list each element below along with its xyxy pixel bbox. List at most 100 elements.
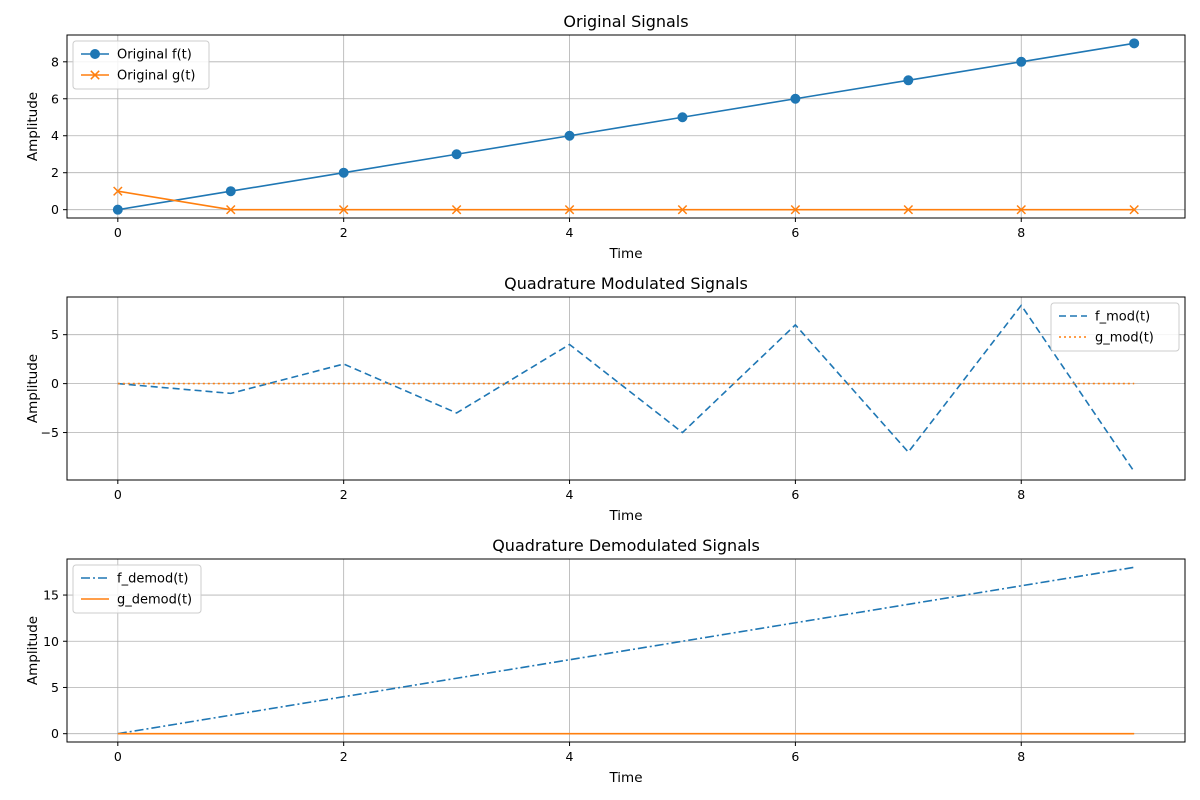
marker-stroke (903, 204, 914, 215)
legend-frame (1050, 302, 1180, 352)
marker-stroke (564, 204, 575, 215)
y-tick-label: 0 (51, 376, 59, 391)
data-point (677, 112, 688, 123)
y-tick-label: 8 (51, 54, 59, 69)
x-tick-label: 0 (114, 749, 122, 764)
legend-entry: Original f(t) (81, 48, 192, 63)
series-line (117, 190, 1135, 211)
x-axis-label: Time (608, 246, 642, 262)
x-tick-label: 0 (114, 487, 122, 502)
x-tick-label: 2 (340, 487, 348, 502)
y-axis-label: Amplitude (25, 354, 41, 423)
y-tick-label: 15 (43, 588, 59, 603)
legend-frame (72, 40, 210, 90)
x-tick-label: 6 (791, 749, 799, 764)
x-axis-label: Time (608, 508, 642, 524)
data-point (113, 186, 123, 196)
data-point (1016, 204, 1026, 215)
y-axis-label: Amplitude (25, 92, 41, 161)
data-point (1129, 38, 1140, 49)
legend: Original f(t) Original g(t) (72, 40, 210, 90)
series-line (117, 42, 1135, 211)
chart-panel-1: 0 2 4 6 8 0 2 4 6 8 Original Signals Time Amplitude O… (25, 12, 1186, 262)
data-point (338, 204, 349, 215)
chart-title: Original Signals (563, 12, 688, 31)
legend-entry: Original g(t) (81, 69, 196, 84)
x-tick-label: 8 (1017, 749, 1025, 764)
y-tick-label: 5 (51, 680, 59, 695)
legend-marker (90, 70, 100, 80)
legend-entry: g_demod(t) (81, 593, 192, 608)
legend-label: Original g(t) (117, 69, 196, 84)
marker-stroke (1129, 204, 1139, 215)
data-point (1129, 204, 1139, 215)
x-tick-label: 8 (1017, 225, 1025, 240)
marker-stroke (90, 70, 100, 80)
legend-entry: g_mod(t) (1059, 331, 1154, 346)
series-line (117, 566, 1135, 735)
data-point (790, 93, 801, 104)
data-point (677, 204, 688, 215)
marker-stroke (113, 186, 123, 196)
x-tick-label: 4 (566, 225, 574, 240)
legend: f_demod(t) g_demod(t) (72, 564, 202, 614)
x-tick-label: 4 (566, 487, 574, 502)
x-tick-label: 4 (566, 749, 574, 764)
legend-label: Original f(t) (117, 48, 192, 63)
marker-stroke (790, 204, 801, 215)
data-point (564, 204, 575, 215)
marker-stroke (338, 204, 349, 215)
legend-frame (72, 564, 202, 614)
data-point (112, 204, 123, 215)
x-tick-label: 8 (1017, 487, 1025, 502)
x-tick-label: 6 (791, 487, 799, 502)
data-point (790, 204, 801, 215)
series-1 (117, 566, 1135, 735)
legend-entry: f_demod(t) (81, 572, 188, 587)
y-tick-label: 0 (51, 726, 59, 741)
y-tick-label: 4 (51, 128, 59, 143)
legend-marker (90, 49, 100, 59)
data-point (903, 75, 914, 86)
y-tick-label: −5 (41, 425, 59, 440)
data-point (226, 204, 236, 215)
data-point (451, 204, 462, 215)
legend-entry: f_mod(t) (1059, 310, 1150, 325)
x-tick-label: 2 (340, 749, 348, 764)
data-point (338, 167, 349, 178)
chart-title: Quadrature Demodulated Signals (492, 536, 760, 555)
legend-label: f_demod(t) (117, 572, 188, 587)
marker-stroke (677, 204, 688, 215)
x-axis-label: Time (608, 770, 642, 786)
series-line (117, 304, 1135, 473)
legend-label: g_demod(t) (117, 593, 192, 608)
axes-frame (66, 558, 1186, 743)
x-tick-label: 2 (340, 225, 348, 240)
data-point (451, 149, 462, 160)
x-tick-label: 6 (791, 225, 799, 240)
series-2 (113, 186, 1139, 215)
chart-panel-3: 0 2 4 6 8 0 5 10 15 Quadrature Demodulated Signal… (25, 536, 1186, 786)
axes-frame (66, 296, 1186, 481)
legend-label: f_mod(t) (1095, 310, 1150, 325)
y-tick-label: 2 (51, 165, 59, 180)
marker-stroke (451, 204, 462, 215)
y-axis-label: Amplitude (25, 616, 41, 685)
marker-stroke (226, 204, 236, 215)
axes-frame (66, 34, 1186, 219)
data-point (564, 130, 575, 141)
legend: f_mod(t) g_mod(t) (1050, 302, 1180, 352)
legend-label: g_mod(t) (1095, 331, 1154, 346)
marker-stroke (1016, 204, 1026, 215)
series-1 (112, 38, 1140, 215)
y-tick-label: 6 (51, 91, 59, 106)
y-tick-label: 10 (43, 634, 59, 649)
y-tick-label: 5 (51, 327, 59, 342)
data-point (225, 186, 236, 197)
series-1 (117, 304, 1135, 473)
y-tick-label: 0 (51, 202, 59, 217)
chart-panel-2: 0 2 4 6 8 −5 0 5 Quadrature Modulated Signals Tim… (25, 274, 1186, 524)
chart-title: Quadrature Modulated Signals (504, 274, 748, 293)
x-tick-label: 0 (114, 225, 122, 240)
